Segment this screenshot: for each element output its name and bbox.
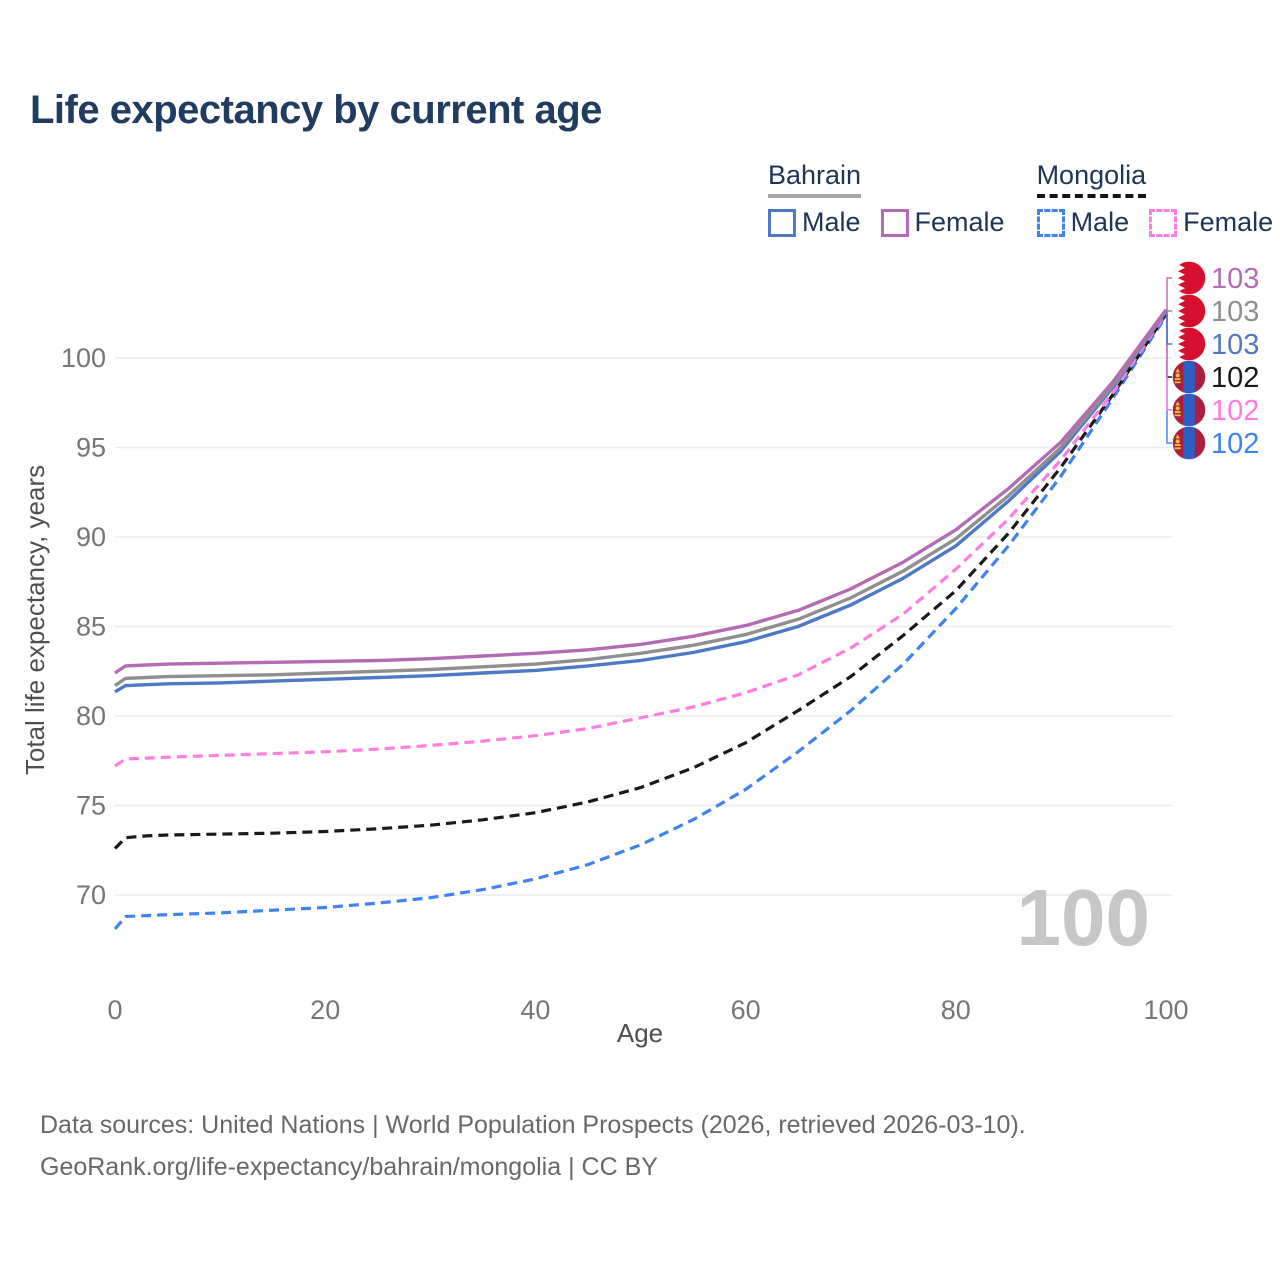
series-line-mongolia-male[interactable] (113, 315, 1168, 931)
chart-legend: Bahrain Male Female Mongolia Male Female (768, 160, 1273, 238)
line-swatch-icon (768, 208, 796, 237)
mongolia-flag-ring (1172, 393, 1206, 427)
end-value-label-bahrain-male: 103 (1211, 329, 1259, 361)
end-label-leader (1166, 310, 1172, 345)
y-tick-label-90: 90 (76, 522, 106, 552)
y-tick-label-100: 100 (61, 343, 106, 373)
legend-item-bahrain-female[interactable]: Female (880, 207, 1005, 238)
mongolia-flag-icon (1172, 360, 1206, 394)
chart-canvas[interactable]: 70 75 80 85 90 95 100 100 0 20 40 60 80 100 Age Total l… (0, 230, 1280, 1060)
legend-item-label: Female (914, 207, 1005, 237)
line-swatch-icon (1149, 208, 1178, 237)
x-tick-label-100: 100 (1143, 995, 1188, 1025)
legend-item-label: Female (1183, 207, 1274, 237)
y-axis-title: Total life expectancy, years (20, 465, 50, 775)
line-swatch-icon (880, 208, 909, 237)
end-value-label-mongolia-female: 102 (1211, 395, 1259, 427)
series-line-bahrain-male[interactable] (114, 310, 1168, 694)
watermark-age-label: 100 (1017, 873, 1150, 962)
legend-country-mongolia: Mongolia (1036, 160, 1147, 198)
legend-country-bahrain: Bahrain (768, 160, 862, 198)
footer-sources: Data sources: United Nations | World Pop… (40, 1111, 1026, 1139)
legend-item-mongolia-male[interactable]: Male (1036, 207, 1130, 238)
end-value-label-bahrain-female: 103 (1211, 263, 1259, 295)
legend-group-bahrain: Bahrain Male Female (768, 160, 1005, 238)
series-line-mongolia-female[interactable] (114, 312, 1168, 768)
y-tick-label-95: 95 (76, 433, 106, 463)
line-swatch-icon (1036, 208, 1065, 237)
x-axis-title: Age (617, 1018, 663, 1048)
page-title: Life expectancy by current age (30, 88, 602, 132)
series-line-bahrain-both-sexes[interactable] (114, 309, 1168, 688)
mongolia-flag-icon (1172, 393, 1206, 427)
y-tick-label-70: 70 (76, 880, 106, 910)
x-tick-label-60: 60 (731, 995, 761, 1025)
end-value-label-mongolia-both-sexes: 102 (1211, 362, 1259, 394)
legend-item-bahrain-male[interactable]: Male (768, 207, 861, 238)
legend-item-mongolia-female[interactable]: Female (1149, 207, 1273, 238)
footer-url: GeoRank.org/life-expectancy/bahrain/mong… (40, 1153, 658, 1181)
end-value-label-mongolia-male: 102 (1211, 428, 1259, 460)
bahrain-flag-icon (1172, 327, 1206, 361)
chart-footer: Data sources: United Nations | World Pop… (40, 1104, 1026, 1188)
x-tick-label-20: 20 (310, 995, 340, 1025)
bahrain-flag-ring (1172, 261, 1206, 295)
legend-item-label: Male (1070, 207, 1130, 237)
legend-item-label: Male (802, 207, 861, 237)
mongolia-flag-icon (1172, 426, 1206, 460)
end-label-leader (1166, 277, 1172, 311)
x-tick-label-80: 80 (941, 995, 971, 1025)
y-tick-label-75: 75 (76, 791, 106, 821)
bahrain-flag-icon (1172, 261, 1206, 295)
x-tick-label-40: 40 (520, 995, 550, 1025)
bahrain-flag-icon (1172, 294, 1206, 328)
y-tick-label-80: 80 (76, 701, 106, 731)
series-line-bahrain-female[interactable] (114, 308, 1168, 675)
legend-group-mongolia: Mongolia Male Female (1036, 160, 1273, 238)
line-chart[interactable]: 70 75 80 85 90 95 100 100 0 20 40 60 80 100 Age Total l… (0, 230, 1280, 1060)
series-line-mongolia-both-sexes[interactable] (113, 313, 1168, 850)
x-tick-label-0: 0 (107, 995, 122, 1025)
y-tick-label-85: 85 (76, 612, 106, 642)
end-value-label-bahrain-both-sexes: 103 (1211, 296, 1259, 328)
